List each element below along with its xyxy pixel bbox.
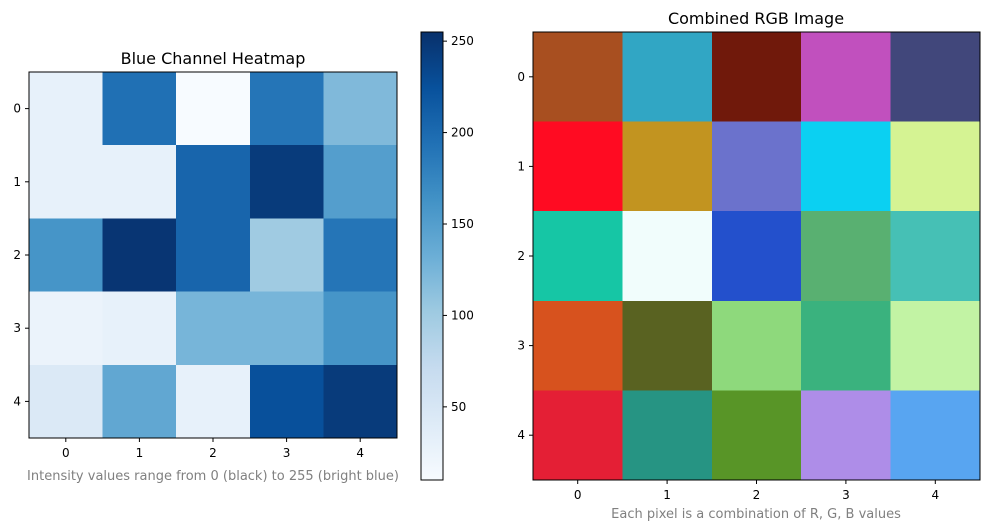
blue-heatmap-x-tick-label: 4 [356, 446, 364, 460]
blue-heatmap-y-tick-label: 4 [13, 394, 21, 408]
rgb-image-cell [801, 211, 892, 302]
blue-heatmap-cell [323, 218, 398, 293]
colorbar-tick-label: 150 [451, 217, 474, 231]
blue-heatmap-cell [29, 291, 104, 366]
rgb-image-cell [711, 121, 802, 212]
blue-heatmap-y-ticks: 0 1 2 3 4 [13, 102, 29, 408]
blue-heatmap-y-tick-label: 0 [13, 102, 21, 116]
rgb-image-cell [890, 32, 981, 123]
rgb-image-cell [622, 390, 713, 481]
rgb-image-cell [622, 211, 713, 302]
rgb-image-title: Combined RGB Image [668, 9, 844, 28]
blue-heatmap-caption: Intensity values range from 0 (black) to… [27, 469, 399, 484]
rgb-image-cell [801, 121, 892, 212]
blue-heatmap-cell [102, 218, 177, 293]
rgb-image-cell [890, 300, 981, 391]
blue-heatmap-cell [249, 218, 324, 293]
colorbar-tick-label: 50 [451, 400, 466, 414]
rgb-image-y-tick-label: 1 [517, 159, 525, 173]
blue-heatmap-cell [102, 145, 177, 219]
rgb-image-y-tick-label: 4 [517, 428, 525, 442]
blue-heatmap-cell [29, 218, 104, 293]
rgb-image-cells [533, 32, 981, 481]
blue-heatmap-cell [29, 364, 104, 439]
blue-heatmap-cell [176, 218, 251, 293]
rgb-image-x-tick-label: 4 [931, 488, 939, 502]
blue-heatmap-cell [323, 72, 398, 146]
rgb-image-cell [711, 32, 802, 123]
rgb-image-cell [711, 390, 802, 481]
rgb-image-cell [801, 32, 892, 123]
blue-heatmap-x-tick-label: 2 [209, 446, 217, 460]
rgb-image-cell [533, 211, 623, 302]
blue-heatmap-cell [176, 364, 251, 439]
blue-heatmap-cell [29, 72, 104, 146]
rgb-image-cell [533, 121, 623, 212]
blue-heatmap-cell [176, 145, 251, 219]
rgb-image-y-tick-label: 3 [517, 339, 525, 353]
blue-heatmap-cell [29, 145, 104, 219]
rgb-image-cell [801, 390, 892, 481]
rgb-image-x-tick-label: 3 [842, 488, 850, 502]
rgb-image-cell [533, 32, 623, 123]
blue-heatmap-y-tick-label: 3 [13, 321, 21, 335]
rgb-image-caption: Each pixel is a combination of R, G, B v… [611, 507, 901, 522]
rgb-image-x-ticks: 0 1 2 3 4 [574, 480, 939, 502]
rgb-image-cell [890, 390, 981, 481]
blue-colorbar: 50 100 150 200 250 [420, 31, 474, 481]
rgb-image-cell [890, 211, 981, 302]
rgb-image-cell [711, 300, 802, 391]
blue-heatmap-cell [176, 291, 251, 366]
blue-heatmap-cell [249, 145, 324, 219]
blue-heatmap-x-tick-label: 0 [62, 446, 70, 460]
blue-heatmap-cell [249, 364, 324, 439]
rgb-image-cell [533, 300, 623, 391]
blue-heatmap-x-tick-label: 1 [136, 446, 144, 460]
colorbar-tick-label: 200 [451, 126, 474, 140]
blue-heatmap-cell [102, 72, 177, 146]
blue-heatmap-cell [176, 72, 251, 146]
blue-heatmap-cells [29, 72, 398, 439]
colorbar-tick-label: 250 [451, 34, 474, 48]
rgb-image-cell [533, 390, 623, 481]
rgb-image-cell [801, 300, 892, 391]
blue-heatmap-x-tick-label: 3 [283, 446, 291, 460]
blue-colorbar-ticks: 50 100 150 200 250 [443, 34, 474, 414]
rgb-image-cell [622, 32, 713, 123]
rgb-image-cell [622, 121, 713, 212]
blue-heatmap-y-tick-label: 1 [13, 175, 21, 189]
blue-colorbar-gradient [420, 31, 444, 481]
blue-heatmap-panel: Blue Channel Heatmap 0 1 2 3 4 0 1 2 3 4 Intensi… [13, 31, 474, 484]
blue-heatmap-y-tick-label: 2 [13, 248, 21, 262]
rgb-image-x-tick-label: 2 [753, 488, 761, 502]
colorbar-tick-label: 100 [451, 308, 474, 322]
rgb-image-x-tick-label: 1 [663, 488, 671, 502]
blue-heatmap-cell [102, 364, 177, 439]
rgb-image-y-tick-label: 0 [517, 70, 525, 84]
blue-heatmap-cell [323, 291, 398, 366]
rgb-image-y-ticks: 0 1 2 3 4 [517, 70, 533, 442]
rgb-image-x-tick-label: 0 [574, 488, 582, 502]
rgb-image-cell [890, 121, 981, 212]
blue-heatmap-x-ticks: 0 1 2 3 4 [62, 438, 364, 460]
rgb-image-cell [711, 211, 802, 302]
blue-heatmap-cell [249, 291, 324, 366]
blue-heatmap-cell [323, 145, 398, 219]
blue-heatmap-title: Blue Channel Heatmap [121, 49, 306, 68]
rgb-image-cell [622, 300, 713, 391]
blue-heatmap-cell [102, 291, 177, 366]
rgb-image-y-tick-label: 2 [517, 249, 525, 263]
blue-heatmap-cell [323, 364, 398, 439]
rgb-image-panel: Combined RGB Image 0 1 2 3 4 0 1 2 3 4 Each pixe… [517, 9, 981, 522]
blue-heatmap-cell [249, 72, 324, 146]
